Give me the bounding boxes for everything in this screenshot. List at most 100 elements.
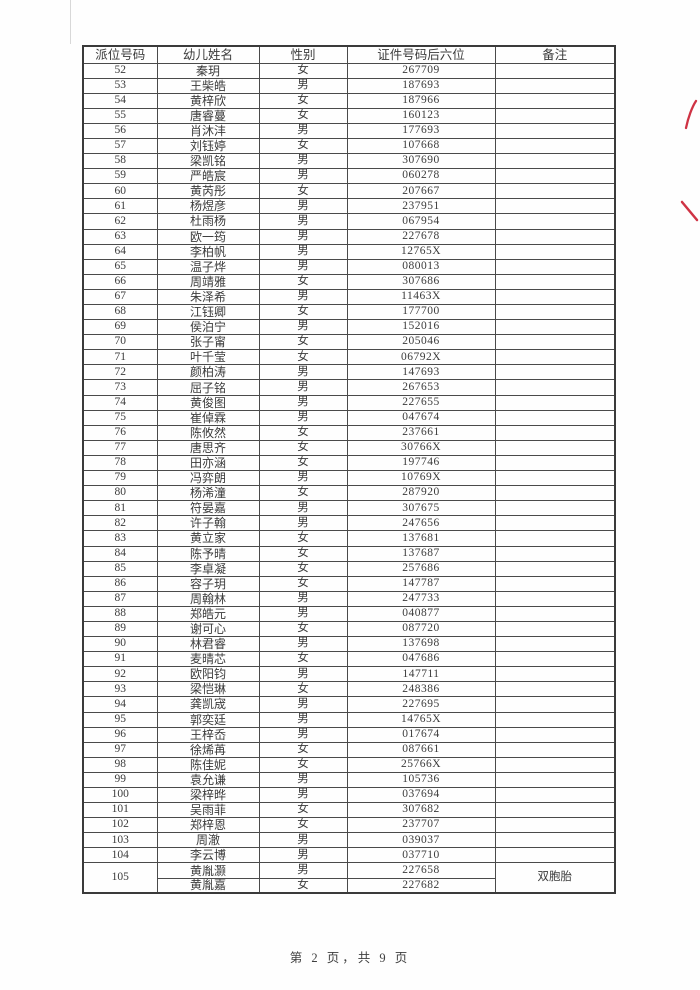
cell-note	[494, 258, 616, 275]
cell-gender: 男	[258, 786, 348, 804]
table-row: 76 陈攸然女 237661	[82, 424, 616, 441]
cell-number: 99	[82, 771, 158, 789]
cell-number: 97	[82, 741, 158, 758]
table-row: 65 温子烨男 080013	[82, 258, 616, 275]
cell-note	[494, 681, 616, 698]
cell-name: 梁凯铭	[156, 153, 260, 170]
cell-gender: 男	[258, 605, 348, 622]
cell-id: 237707	[346, 817, 496, 834]
cell-name: 梁恺琳	[156, 681, 260, 698]
cell-note	[494, 303, 616, 321]
table-row: 101 吴雨菲女 307682	[82, 802, 616, 819]
cell-id: 227655	[346, 394, 496, 411]
cell-id: 237951	[346, 198, 496, 215]
cell-gender: 女	[258, 575, 348, 592]
cell-gender: 男	[258, 590, 348, 607]
table-row: 69 侯泊宁男 152016	[82, 319, 616, 336]
cell-gender: 男	[258, 500, 348, 517]
cell-name: 肖沐沣	[156, 122, 260, 139]
cell-number: 57	[82, 137, 158, 155]
cell-note	[494, 817, 616, 834]
placement-table-body: 52 秦玥女 267709 53 王柴皓男 187693 54 黄梓欣女 187966 55 唐睿蔓…	[82, 62, 616, 894]
cell-gender: 男	[258, 394, 348, 411]
cell-name: 陈佳妮	[156, 756, 260, 773]
placement-table-header: 派位号码 幼儿姓名 性别 证件号码后六位 备注	[82, 45, 616, 64]
cell-note	[494, 319, 616, 336]
table-row: 68 江钰卿女 177700	[82, 303, 616, 321]
cell-name: 周翰林	[156, 590, 260, 607]
cell-note	[494, 771, 616, 789]
cell-gender: 女	[258, 485, 348, 502]
cell-name: 严皓宸	[156, 168, 260, 185]
cell-number: 98	[82, 756, 158, 773]
cell-note	[494, 711, 616, 728]
table-row: 62 杜雨杨男 067954	[82, 213, 616, 230]
cell-gender: 女	[258, 424, 348, 441]
cell-id: 227678	[346, 228, 496, 245]
cell-id: 307686	[346, 273, 496, 290]
cell-id: 137698	[346, 636, 496, 653]
cell-number: 61	[82, 198, 158, 215]
cell-id: 039037	[346, 832, 496, 849]
cell-note	[494, 92, 616, 109]
cell-note	[494, 424, 616, 441]
cell-number: 62	[82, 213, 158, 230]
cell-note	[494, 273, 616, 290]
table-row: 99 袁允谦男 105736	[82, 771, 616, 789]
cell-name: 欧阳钧	[156, 666, 260, 683]
cell-gender: 女	[258, 681, 348, 698]
table-row: 80 杨浠潼女 287920	[82, 485, 616, 502]
cell-id: 080013	[346, 258, 496, 275]
cell-gender: 男	[258, 726, 348, 743]
cell-number: 60	[82, 183, 158, 200]
cell-name: 崔倬霖	[156, 409, 260, 426]
table-row: 56 肖沐沣男 177693	[82, 122, 616, 139]
cell-gender: 女	[258, 620, 348, 638]
table-row: 93 梁恺琳女 248386	[82, 681, 616, 698]
column-header-number: 派位号码	[82, 45, 158, 64]
cell-gender: 女	[258, 334, 348, 351]
column-header-id: 证件号码后六位	[346, 45, 496, 64]
cell-gender: 女	[258, 454, 348, 472]
cell-note	[494, 847, 616, 864]
cell-id: 307690	[346, 153, 496, 170]
cell-note	[494, 560, 616, 577]
table-row: 78 田亦涵女 197746	[82, 454, 616, 472]
cell-gender: 男	[258, 832, 348, 849]
cell-gender: 男	[258, 364, 348, 381]
cell-note	[494, 545, 616, 562]
cell-gender: 男	[258, 122, 348, 139]
cell-name: 陈攸然	[156, 424, 260, 441]
table-row: 58 梁凯铭男 307690	[82, 153, 616, 170]
cell-number: 77	[82, 439, 158, 456]
table-row: 61 杨煜彦男 237951	[82, 198, 616, 215]
table-row: 98 陈佳妮女 25766X	[82, 756, 616, 773]
cell-gender: 男	[258, 515, 348, 532]
cell-number: 87	[82, 590, 158, 607]
cell-name: 周靖雅	[156, 273, 260, 290]
header-row: 派位号码 幼儿姓名 性别 证件号码后六位 备注	[82, 45, 616, 64]
cell-id: 207667	[346, 183, 496, 200]
cell-number: 59	[82, 168, 158, 185]
cell-id: 147711	[346, 666, 496, 683]
cell-gender: 男	[258, 696, 348, 713]
cell-id: 147693	[346, 364, 496, 381]
cell-id: 037710	[346, 847, 496, 864]
cell-gender: 女	[258, 303, 348, 321]
cell-name: 麦晴芯	[156, 651, 260, 668]
cell-name: 周澈	[156, 832, 260, 849]
cell-note	[494, 605, 616, 622]
cell-number: 70	[82, 334, 158, 351]
cell-note	[494, 394, 616, 411]
table-row: 83 黄立家女 137681	[82, 530, 616, 547]
cell-note	[494, 500, 616, 517]
cell-note	[494, 62, 616, 79]
cell-id: 047686	[346, 651, 496, 668]
cell-id: 177700	[346, 303, 496, 321]
cell-note	[494, 168, 616, 185]
cell-note	[494, 741, 616, 758]
cell-name: 屈子铭	[156, 379, 260, 396]
column-header-name: 幼儿姓名	[156, 45, 260, 64]
cell-name: 秦玥	[156, 62, 260, 79]
cell-gender: 女	[258, 530, 348, 547]
